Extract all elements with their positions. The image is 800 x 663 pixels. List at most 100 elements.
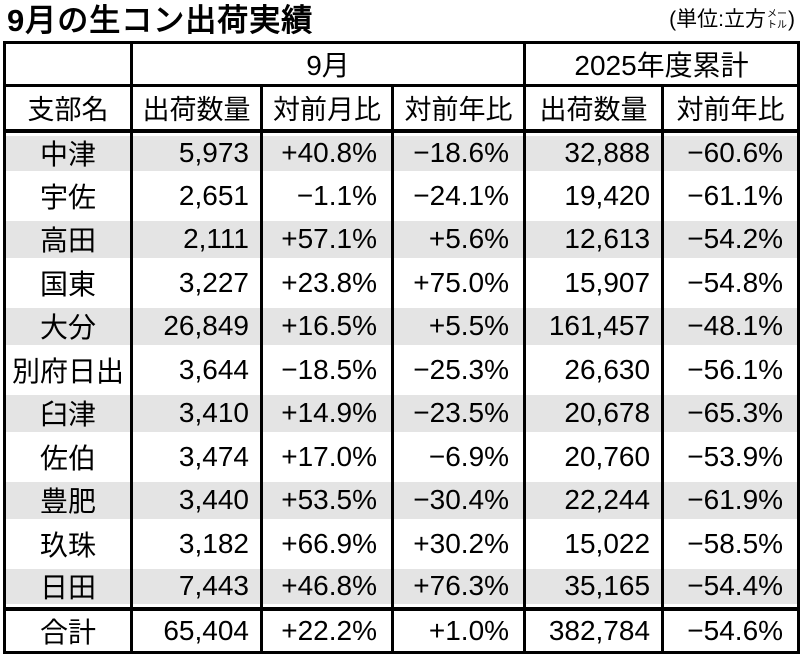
total-value-cell: +1.0% (390, 607, 525, 653)
branch-name-cell: 別府日出 (11, 355, 124, 387)
branch-name-cell: 豊肥 (4, 478, 132, 522)
unit-note: (単位:立方 メー トル ) (669, 8, 795, 32)
total-row: 合計 65,404 +22.2% +1.0% 382,784 −54.6% (4, 607, 799, 653)
value-cell: +46.8% (260, 565, 393, 609)
value-cell: 3,440 (130, 478, 262, 522)
value-cell: −24.1% (390, 174, 525, 218)
unit-prefix: (単位:立方 (669, 8, 766, 31)
column-header-mom: 対前月比 (260, 85, 393, 133)
group-header-fy2025: 2025年度累計 (523, 42, 799, 87)
value-cell: +16.5% (260, 304, 393, 348)
value-cell: −60.6% (661, 130, 799, 174)
shipment-table: 9月 2025年度累計 支部名 出荷数量 対前月比 対前年比 出荷数量 対前年比… (3, 41, 800, 654)
value-cell: +75.0% (390, 261, 525, 305)
branch-name-cell: 大分 (4, 304, 132, 348)
column-header-yoy: 対前年比 (390, 85, 525, 133)
unit-meter-bottom: トル (767, 20, 787, 31)
value-cell: 20,678 (523, 391, 663, 435)
value-cell: +76.3% (390, 565, 525, 609)
value-cell: 32,888 (523, 130, 663, 174)
value-cell: +5.5% (390, 304, 525, 348)
group-header-row: 9月 2025年度累計 (4, 42, 799, 87)
value-cell: −65.3% (661, 391, 799, 435)
value-cell: +14.9% (260, 391, 393, 435)
total-value-cell: 65,404 (130, 607, 262, 653)
value-cell: +30.2% (390, 522, 525, 566)
value-cell: +57.1% (260, 217, 393, 261)
column-header-row: 支部名 出荷数量 対前月比 対前年比 出荷数量 対前年比 (4, 85, 799, 133)
value-cell: 3,474 (130, 435, 262, 479)
value-cell: −25.3% (390, 348, 525, 392)
value-cell: 2,651 (130, 174, 262, 218)
total-label-cell: 合計 (4, 607, 132, 653)
value-cell: −48.1% (661, 304, 799, 348)
value-cell: −61.9% (661, 478, 799, 522)
branch-name-cell: 佐伯 (39, 442, 96, 474)
value-cell: 161,457 (523, 304, 663, 348)
value-cell: 3,227 (130, 261, 262, 305)
value-cell: 12,613 (523, 217, 663, 261)
value-cell: −30.4% (390, 478, 525, 522)
value-cell: +66.9% (260, 522, 393, 566)
value-cell: −54.2% (661, 217, 799, 261)
value-cell: −6.9% (390, 435, 525, 479)
table-row: 豊肥 3,440 +53.5% −30.4% 22,244 −61.9% (4, 478, 799, 522)
branch-name-cell: 宇佐 (39, 181, 96, 213)
total-value-cell: 382,784 (523, 607, 663, 653)
value-cell: 3,410 (130, 391, 262, 435)
value-cell: +17.0% (260, 435, 393, 479)
value-cell: −61.1% (661, 174, 799, 218)
column-header-branch: 支部名 (4, 85, 132, 133)
group-header-september: 9月 (129, 42, 525, 87)
value-cell: −54.8% (661, 261, 799, 305)
table-row: 別府日出 3,644 −18.5% −25.3% 26,630 −56.1% (5, 348, 799, 392)
unit-meter-stack: メー トル (767, 9, 787, 31)
value-cell: −54.4% (661, 565, 799, 609)
value-cell: 35,165 (523, 565, 663, 609)
value-cell: 26,849 (130, 304, 262, 348)
branch-name-cell: 中津 (4, 130, 132, 174)
value-cell: 15,907 (523, 261, 663, 305)
table-row: 大分 26,849 +16.5% +5.5% 161,457 −48.1% (4, 304, 799, 348)
unit-suffix: ) (788, 8, 795, 31)
value-cell: 19,420 (523, 174, 663, 218)
value-cell: 22,244 (523, 478, 663, 522)
column-header-fy-quantity: 出荷数量 (523, 85, 663, 133)
table-row: 日田 7,443 +46.8% +76.3% 35,165 −54.4% (4, 565, 799, 609)
total-value-cell: −54.6% (661, 607, 799, 653)
value-cell: 15,022 (523, 522, 663, 566)
branch-name-cell: 日田 (4, 565, 132, 609)
branch-name-cell: 高田 (4, 217, 132, 261)
value-cell: −56.1% (661, 348, 799, 392)
value-cell: 20,760 (523, 435, 663, 479)
title-bar: 9月の生コン出荷実績 (単位:立方 メー トル ) (0, 0, 800, 41)
table-row: 中津 5,973 +40.8% −18.6% 32,888 −60.6% (4, 130, 799, 174)
branch-name-cell: 国東 (39, 268, 96, 300)
table-row: 佐伯 3,474 +17.0% −6.9% 20,760 −53.9% (5, 435, 799, 479)
value-cell: +23.8% (260, 261, 393, 305)
value-cell: −23.5% (390, 391, 525, 435)
value-cell: 2,111 (130, 217, 262, 261)
column-header-fy-yoy: 対前年比 (661, 85, 799, 133)
branch-name-cell: 玖珠 (39, 529, 96, 561)
value-cell: 26,630 (523, 348, 663, 392)
value-cell: −1.1% (260, 174, 393, 218)
value-cell: −53.9% (661, 435, 799, 479)
table-row: 宇佐 2,651 −1.1% −24.1% 19,420 −61.1% (5, 174, 799, 218)
column-header-sep-quantity: 出荷数量 (130, 85, 262, 133)
value-cell: 3,644 (130, 348, 262, 392)
table-row: 国東 3,227 +23.8% +75.0% 15,907 −54.8% (5, 261, 799, 305)
value-cell: −58.5% (661, 522, 799, 566)
table-row: 臼津 3,410 +14.9% −23.5% 20,678 −65.3% (4, 391, 799, 435)
value-cell: +53.5% (260, 478, 393, 522)
value-cell: +40.8% (260, 130, 393, 174)
value-cell: 3,182 (130, 522, 262, 566)
table-row: 玖珠 3,182 +66.9% +30.2% 15,022 −58.5% (5, 522, 799, 566)
total-value-cell: +22.2% (260, 607, 393, 653)
page-title: 9月の生コン出荷実績 (7, 3, 314, 38)
value-cell: +5.6% (390, 217, 525, 261)
value-cell: 5,973 (130, 130, 262, 174)
unit-meter-top: メー (767, 9, 787, 20)
value-cell: 7,443 (130, 565, 262, 609)
